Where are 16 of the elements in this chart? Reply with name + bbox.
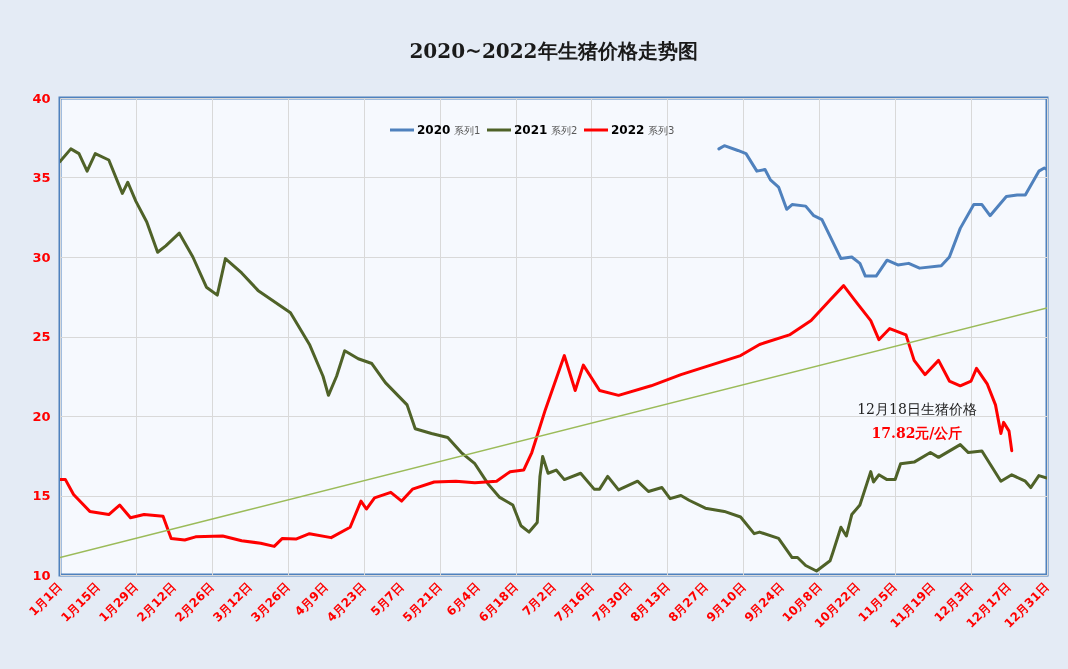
annotation: 系列1 xyxy=(454,125,481,136)
legend-label: 2020 xyxy=(417,123,451,137)
y-tick-label: 10 xyxy=(32,567,51,583)
y-tick-label: 20 xyxy=(32,408,51,424)
annotation: 17.82元/公斤 xyxy=(871,425,963,441)
legend-label: 2021 xyxy=(514,123,548,137)
annotation: 系列3 xyxy=(648,125,675,136)
legend-label: 2022 xyxy=(611,123,645,137)
annotation: 系列2 xyxy=(551,125,578,136)
y-tick-label: 15 xyxy=(32,488,51,503)
annotation: 12月18日生猪价格 xyxy=(857,401,977,417)
y-tick-label: 30 xyxy=(32,249,51,265)
y-tick-label: 35 xyxy=(32,170,51,185)
y-tick-label: 40 xyxy=(32,90,51,106)
y-tick-label: 25 xyxy=(32,329,51,344)
chart-title: 2020~2022年生猪价格走势图 xyxy=(409,39,698,63)
